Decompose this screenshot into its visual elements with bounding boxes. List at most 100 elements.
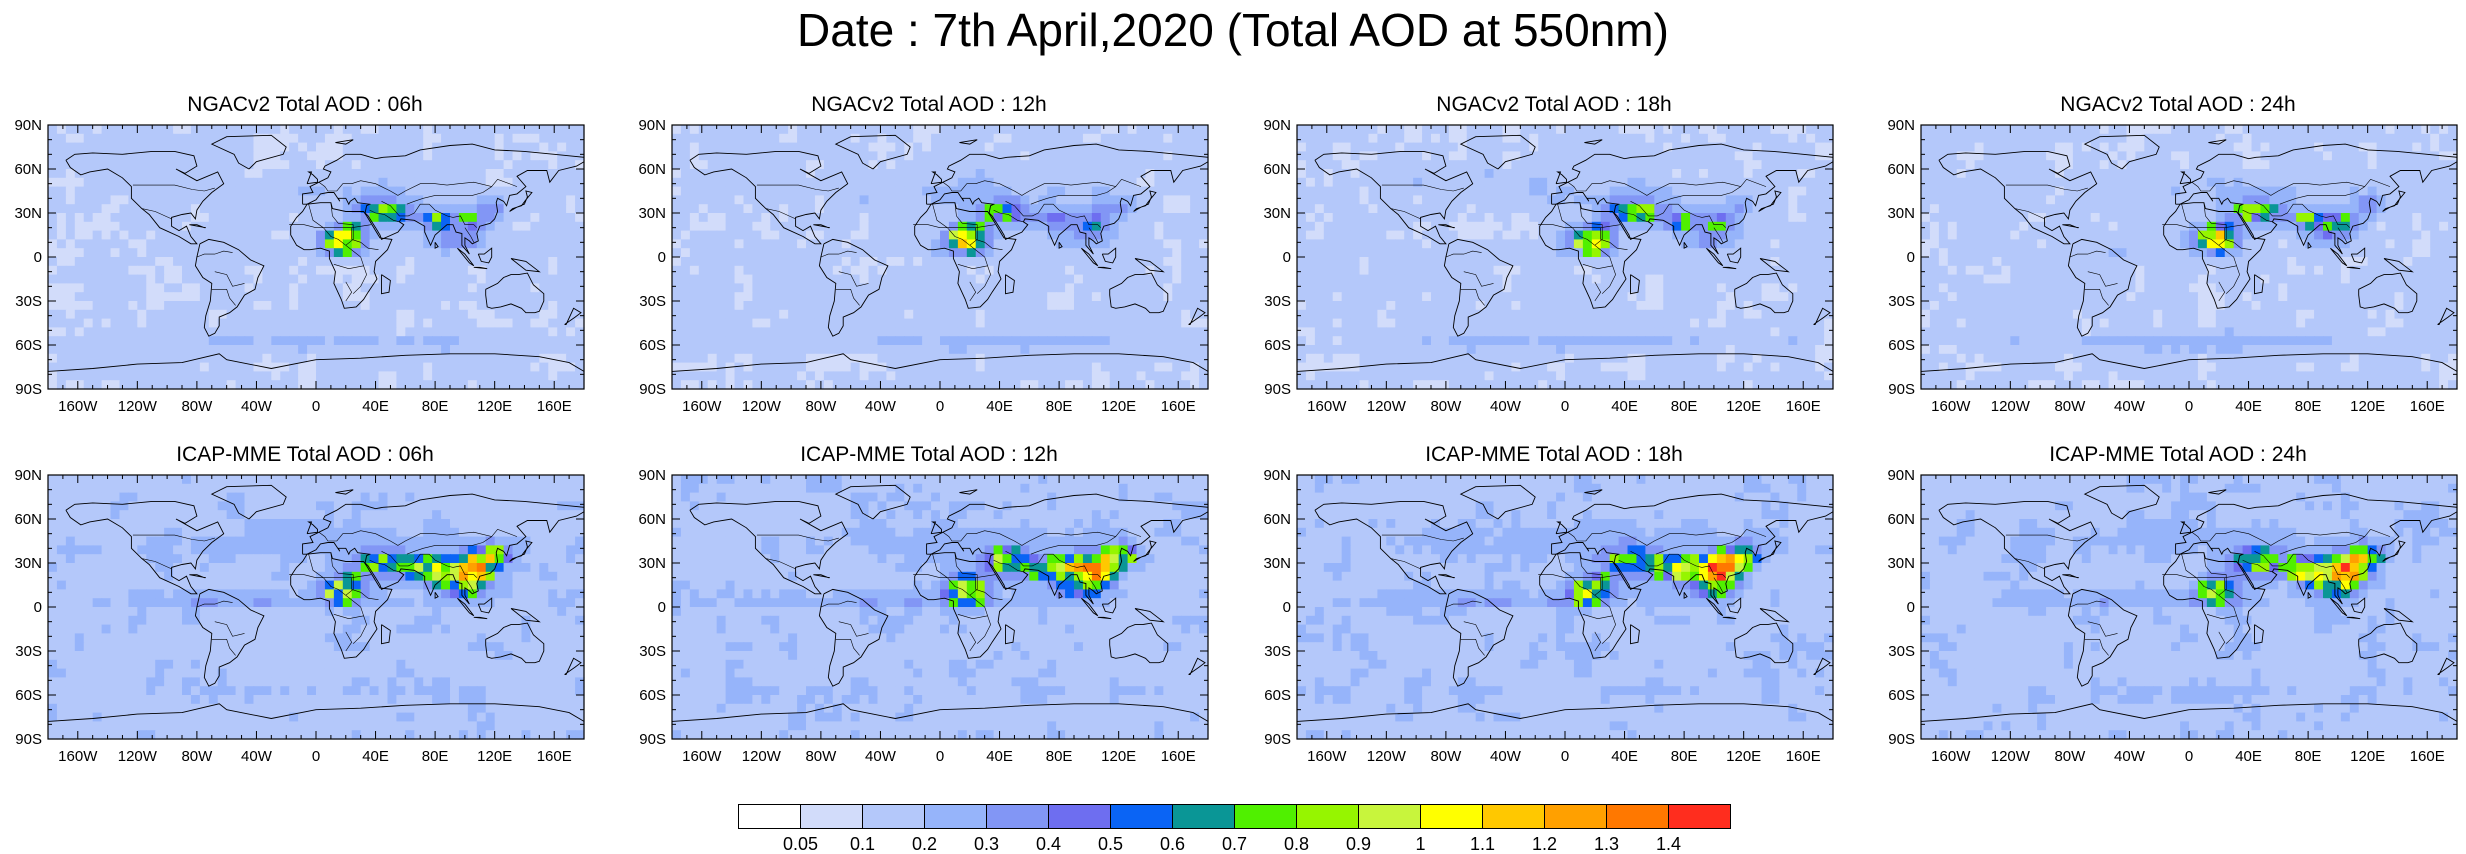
lon-tick-label: 160W	[1307, 748, 1347, 765]
lat-tick-label: 90S	[15, 731, 42, 748]
lon-tick-label: 40E	[362, 748, 389, 765]
colorbar-box	[1544, 804, 1607, 829]
lat-tick-label: 60N	[1887, 511, 1915, 528]
lon-tick-label: 40E	[2235, 398, 2262, 415]
lon-tick-label: 160W	[1307, 398, 1347, 415]
coastlines	[1296, 134, 1834, 372]
aod-field	[672, 475, 1209, 740]
lon-tick-label: 80E	[1046, 748, 1073, 765]
lat-tick-label: 30N	[14, 555, 42, 572]
lon-tick-label: 160W	[682, 398, 722, 415]
lat-tick-label: 90N	[14, 467, 42, 484]
lat-tick-label: 30N	[1887, 205, 1915, 222]
lat-tick-label: 60S	[1888, 687, 1915, 704]
country-borders	[756, 528, 1142, 656]
colorbar-label: 1.2	[1532, 834, 1557, 852]
panel-title: ICAP-MME Total AOD : 06h	[176, 443, 434, 466]
colorbar-label: 0.6	[1160, 834, 1185, 852]
aod-field	[48, 475, 585, 740]
map-figure: 90N 60N 30N 0 30S 60S 90S 160W 120W 80W 40W 0 40E 80E…	[1887, 117, 2458, 415]
colorbar-box	[1606, 804, 1669, 829]
axis-ticks	[1296, 474, 1834, 740]
panel-title: NGACv2 Total AOD : 24h	[2060, 93, 2296, 116]
coastlines	[671, 484, 1209, 722]
lon-tick-label: 80E	[2295, 748, 2322, 765]
lat-tick-label: 0	[1907, 599, 1915, 616]
lat-tick-label: 30S	[1888, 643, 1915, 660]
lon-tick-label: 40E	[986, 748, 1013, 765]
colorbar-box	[1110, 804, 1173, 829]
lat-tick-label: 30N	[638, 205, 666, 222]
lon-tick-label: 80W	[1430, 748, 1462, 765]
coastlines	[1920, 134, 2458, 372]
lon-tick-label: 40W	[1490, 398, 1522, 415]
colorbar-label: 0.7	[1222, 834, 1247, 852]
lon-tick-label: 80E	[422, 398, 449, 415]
lat-tick-label: 90N	[638, 467, 666, 484]
lon-tick-label: 120E	[1101, 398, 1136, 415]
colorbar-label: 1.4	[1656, 834, 1681, 852]
map-panel: 90N 60N 30N 0 30S 60S 90S 160W 120W 80W 40W 0 40E 80E…	[1249, 92, 1859, 432]
lat-tick-label: 60N	[638, 161, 666, 178]
lon-tick-label: 160W	[58, 748, 98, 765]
lon-tick-label: 120W	[1367, 398, 1407, 415]
lat-tick-label: 60S	[639, 337, 666, 354]
lat-tick-label: 30N	[1887, 555, 1915, 572]
lat-tick-label: 60N	[14, 161, 42, 178]
lat-tick-label: 90N	[14, 117, 42, 134]
map-figure: 90N 60N 30N 0 30S 60S 90S 160W 120W 80W 40W 0 40E 80E…	[14, 467, 585, 765]
lon-tick-label: 80E	[1046, 398, 1073, 415]
lat-tick-label: 90S	[1888, 381, 1915, 398]
axis-ticks	[1296, 124, 1834, 390]
colorbar-label: 0.8	[1284, 834, 1309, 852]
lat-tick-label: 60S	[15, 337, 42, 354]
lon-tick-label: 120W	[742, 748, 782, 765]
lat-tick-label: 90N	[1887, 117, 1915, 134]
lat-tick-label: 90N	[1887, 467, 1915, 484]
colorbar-box	[1420, 804, 1483, 829]
country-borders	[2005, 178, 2391, 306]
coastlines	[1296, 484, 1834, 722]
colorbar-label: 1.1	[1470, 834, 1495, 852]
lon-tick-label: 80E	[1671, 398, 1698, 415]
lon-tick-label: 120E	[2350, 398, 2385, 415]
lon-tick-label: 0	[2185, 398, 2193, 415]
coastlines	[47, 484, 585, 722]
lat-tick-label: 90S	[1264, 381, 1291, 398]
lat-tick-label: 90S	[1264, 731, 1291, 748]
lon-tick-label: 120W	[118, 398, 158, 415]
lon-tick-label: 160W	[58, 398, 98, 415]
lat-tick-label: 30S	[1264, 643, 1291, 660]
lon-tick-label: 80W	[1430, 398, 1462, 415]
colorbar-box	[1668, 804, 1731, 829]
lat-tick-label: 60S	[15, 687, 42, 704]
lat-tick-label: 0	[1907, 249, 1915, 266]
lon-tick-label: 160E	[1786, 398, 1821, 415]
lon-tick-label: 160E	[1786, 748, 1821, 765]
lon-tick-label: 0	[1561, 748, 1569, 765]
lon-tick-label: 40W	[865, 398, 897, 415]
lon-tick-label: 0	[312, 398, 320, 415]
axis-ticks	[1920, 474, 2458, 740]
lat-tick-label: 0	[658, 249, 666, 266]
lat-tick-label: 90N	[1263, 117, 1291, 134]
lat-tick-label: 90S	[639, 731, 666, 748]
aod-field	[1297, 125, 1834, 390]
colorbar-box	[1482, 804, 1545, 829]
lon-tick-label: 120E	[1101, 748, 1136, 765]
lon-tick-label: 40W	[2114, 398, 2146, 415]
lon-tick-label: 120W	[742, 398, 782, 415]
colorbar-label: 0.3	[974, 834, 999, 852]
lon-tick-label: 160E	[537, 398, 572, 415]
lon-tick-label: 80E	[422, 748, 449, 765]
colorbar-box	[986, 804, 1049, 829]
lon-tick-label: 0	[936, 748, 944, 765]
lat-tick-label: 60S	[1888, 337, 1915, 354]
colorbar-label: 0.2	[912, 834, 937, 852]
map-panel: 90N 60N 30N 0 30S 60S 90S 160W 120W 80W 40W 0 40E 80E…	[0, 442, 610, 782]
lat-tick-label: 90N	[638, 117, 666, 134]
lon-tick-label: 160E	[1161, 748, 1196, 765]
map-panel: 90N 60N 30N 0 30S 60S 90S 160W 120W 80W 40W 0 40E 80E…	[1873, 92, 2466, 432]
lon-tick-label: 80W	[2054, 748, 2086, 765]
lon-tick-label: 160W	[682, 748, 722, 765]
